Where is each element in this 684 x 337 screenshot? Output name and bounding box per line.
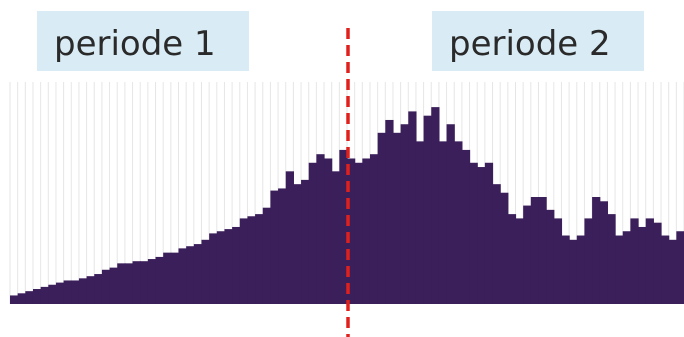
histogram-bar [63,280,72,304]
histogram-bar [178,248,187,304]
histogram-bar [224,229,233,304]
histogram-bar [553,218,563,304]
histogram-bar [561,235,570,304]
histogram-bar [546,209,555,304]
histogram-bar [339,149,348,304]
histogram-bar [507,214,517,304]
period-1-label: periode 1 [54,24,216,64]
histogram-bar [630,218,639,304]
histogram-bar [676,231,684,304]
histogram-bar [255,214,264,304]
histogram-bar [523,205,532,304]
histogram-bar [347,158,356,304]
histogram-bar [55,282,65,304]
histogram-bar [469,162,478,304]
histogram-bar [530,197,540,304]
histogram-bar [239,218,249,304]
histogram-bar [10,295,19,304]
histogram-bar [477,167,486,304]
histogram-bar [592,197,601,304]
histogram-bar [308,162,317,304]
histogram-bar [538,197,547,304]
histogram-bar [438,141,448,304]
histogram-bar [622,231,631,304]
histogram-bar [140,261,149,304]
histogram-bar [400,124,409,305]
histogram-bar [216,231,226,304]
histogram-bar [461,149,471,304]
histogram-bar [408,111,417,305]
histogram-bar [132,261,141,304]
histogram-bar [362,158,371,304]
histogram-bar [599,201,609,304]
histogram-bar [270,190,279,304]
histogram-bar [584,218,593,304]
histogram-bar [48,284,57,304]
histogram-bar [392,132,402,304]
histogram-bar [423,115,432,305]
histogram-bar [247,216,256,304]
histogram-bar [331,171,340,304]
histogram-bar [431,107,440,305]
histogram-bar [484,162,494,304]
histogram-bar [71,280,80,304]
histogram-bar [454,141,463,304]
histogram-bar [201,239,210,304]
histogram-bar [209,233,218,304]
histogram-bar [638,226,647,304]
histogram-bar [576,235,586,304]
histogram-bar [78,278,88,304]
period-2-label: periode 2 [449,24,611,64]
histogram-bar [377,132,386,304]
histogram-bar [316,154,325,304]
histogram-bar [369,154,379,304]
histogram-bar [293,184,302,304]
histogram-bar [285,171,294,304]
histogram-bar [109,267,118,304]
histogram-bar [86,276,95,304]
histogram-bar [155,256,164,304]
histogram-bar [124,263,134,304]
histogram-bar [94,274,103,304]
histogram-bar [354,162,363,304]
histogram-bar [40,286,49,304]
period-1-label-box [37,11,249,71]
histogram-bar [232,226,241,304]
histogram-bar [170,252,180,304]
histogram-bar [117,263,126,304]
histogram-bar [193,244,203,304]
histogram-bar [615,235,624,304]
histogram-bar [645,218,654,304]
histogram-bar [25,291,34,304]
histogram-bar [415,141,425,304]
histogram-bar [515,218,524,304]
histogram-bar [262,207,272,304]
histogram-bar [147,259,157,304]
histogram-bar [32,289,42,304]
histogram-bar [607,214,616,304]
histogram-bar [661,235,670,304]
histogram-bar [17,293,26,304]
histogram-bar [446,124,455,305]
histogram-bar [101,269,111,304]
histogram-bars [10,107,684,305]
histogram-bar [569,239,578,304]
histogram-bar [500,192,509,304]
period-2-label-box [432,11,644,71]
histogram-bar [385,119,394,305]
histogram-bar [301,179,310,304]
histogram-bar [492,184,501,304]
histogram-bar [324,158,333,304]
histogram-bar [668,239,677,304]
histogram-bar [653,222,662,304]
histogram-bar [186,246,195,304]
histogram-bar [163,252,172,304]
histogram-bar [278,188,287,304]
